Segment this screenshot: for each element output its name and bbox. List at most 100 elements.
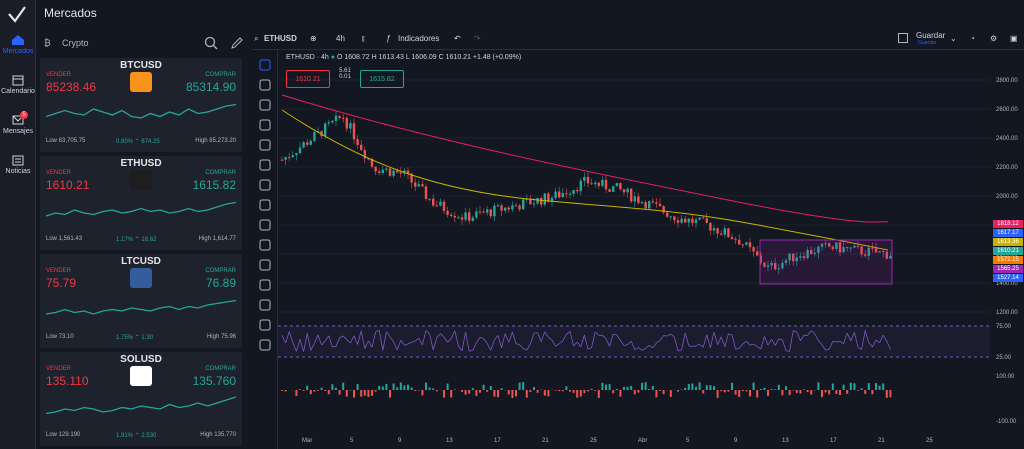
timeframe-selector[interactable]: 4h (336, 34, 345, 43)
y-tick-label: 2000.00 (996, 194, 1018, 200)
macd-histogram-bar (641, 382, 643, 390)
rsi-line (839, 341, 844, 345)
rsi-line (573, 341, 578, 347)
rail-item-label: Noticias (5, 168, 31, 175)
rsi-line (753, 343, 758, 347)
chevron-down-icon[interactable]: ⌄ (950, 34, 957, 43)
candle-body (770, 262, 773, 266)
search-icon[interactable] (204, 36, 218, 50)
sell-price-box[interactable]: 1610.21 (286, 70, 330, 88)
macd-histogram-bar (471, 388, 474, 390)
rail-item-mercados[interactable]: Mercados (0, 34, 36, 55)
category-label[interactable]: Crypto (62, 38, 89, 48)
candle-body (601, 179, 604, 186)
alert-icon[interactable]: ◔ (970, 34, 975, 43)
y-tick-label: 1200.00 (996, 310, 1018, 316)
symbol-selector[interactable]: ETHUSD (264, 34, 297, 43)
market-card-solusd[interactable]: SOLUSD VENDER COMPRAR 135.110 135.760 Lo… (40, 352, 242, 446)
macd-histogram-bar (281, 390, 283, 391)
redo-icon[interactable]: ↷ (474, 34, 481, 43)
pattern-icon[interactable] (258, 118, 272, 132)
chart-legend: ETHUSD · 4h ● O 1608.72 H 1613.43 L 1606… (286, 54, 521, 61)
macd-histogram-bar (407, 384, 409, 390)
layout-checkbox[interactable] (898, 33, 908, 43)
macd-histogram-bar (626, 386, 629, 390)
candle-body (622, 189, 626, 193)
camera-icon[interactable]: ▣ (1010, 34, 1018, 43)
rail-item-mensajes[interactable]: 5 Mensajes (0, 111, 36, 135)
macd-histogram-bar (450, 390, 453, 398)
candle-body (705, 218, 708, 223)
sell-label: VENDER (46, 268, 72, 274)
undo-icon[interactable]: ↶ (454, 34, 461, 43)
magnet-icon[interactable] (258, 258, 272, 272)
macd-histogram-bar (479, 390, 481, 393)
rsi-line (882, 334, 888, 342)
rsi-line (825, 348, 830, 351)
sell-price[interactable]: 135.110 (46, 374, 89, 388)
price-chart[interactable]: 2800.002600.002400.002200.002000.001800.… (278, 50, 1024, 449)
search-icon[interactable]: ⌕ (254, 34, 259, 43)
market-card-btcusd[interactable]: BTCUSD VENDER COMPRAR 85238.46 85314.90 … (40, 58, 242, 152)
market-card-ethusd[interactable]: ETHUSD VENDER COMPRAR 1610.21 1615.82 Lo… (40, 156, 242, 250)
candle-body (500, 205, 503, 211)
lock-icon[interactable] (258, 298, 272, 312)
macd-histogram-bar (623, 386, 625, 390)
macd-histogram-bar (785, 386, 787, 390)
eye-icon[interactable] (258, 318, 272, 332)
macd-histogram-bar (594, 390, 597, 391)
rsi-line (717, 336, 722, 345)
macd-histogram-bar (525, 390, 528, 398)
buy-price[interactable]: 76.89 (205, 276, 236, 290)
lock-draw-icon[interactable] (258, 278, 272, 292)
sell-price[interactable]: 75.79 (46, 276, 77, 290)
text-icon[interactable] (258, 178, 272, 192)
candle-body (576, 190, 579, 192)
fib-icon[interactable] (258, 98, 272, 112)
buy-price[interactable]: 135.760 (192, 374, 236, 388)
trendline-icon[interactable] (258, 78, 272, 92)
macd-histogram-bar (295, 390, 298, 397)
buy-price[interactable]: 85314.90 (185, 80, 236, 94)
macd-histogram-bar (572, 390, 575, 393)
buy-price[interactable]: 1615.82 (192, 178, 236, 192)
rsi-line (828, 341, 834, 350)
macd-histogram-bar (842, 384, 845, 390)
crosshair-icon[interactable] (258, 58, 272, 72)
rsi-line (443, 337, 448, 343)
zoom-icon[interactable] (258, 238, 272, 252)
rail-item-calendario[interactable]: Calendario (0, 74, 36, 95)
edit-pencil-icon[interactable] (230, 36, 244, 50)
rsi-line (472, 342, 477, 351)
candle-body (648, 201, 651, 209)
settings-gear-icon[interactable]: ⚙ (990, 34, 998, 43)
sell-price[interactable]: 1610.21 (46, 178, 90, 192)
lot-input[interactable]: 0.01 (339, 74, 351, 80)
shape-icon[interactable] (258, 158, 272, 172)
ruler-icon[interactable] (258, 218, 272, 232)
rsi-line (400, 339, 405, 346)
rail-item-noticias[interactable]: Noticias (0, 154, 36, 175)
projection-icon[interactable] (258, 138, 272, 152)
market-card-ltcusd[interactable]: LTCUSD VENDER COMPRAR 75.79 76.89 Low 73… (40, 254, 242, 348)
candle-body (306, 142, 309, 145)
candle-body (727, 228, 730, 238)
buy-label: COMPRAR (205, 72, 236, 78)
emoji-icon[interactable] (258, 198, 272, 212)
indicators-button[interactable]: Indicadores (398, 34, 440, 43)
candle-type-icon[interactable]: ⫾ (362, 34, 365, 43)
candle-body (288, 157, 291, 159)
macd-histogram-bar (583, 390, 586, 394)
rsi-line (587, 347, 592, 350)
save-button[interactable]: Guardar (916, 31, 946, 40)
macd-histogram-bar (482, 384, 485, 390)
sell-price[interactable]: 85238.46 (46, 80, 97, 94)
add-symbol-icon[interactable]: ⊕ (310, 34, 317, 43)
buy-price-box[interactable]: 1615.82 (360, 70, 404, 88)
macd-histogram-bar (878, 385, 881, 390)
candle-body (586, 176, 590, 184)
candle-body (612, 186, 615, 192)
indicators-icon[interactable]: ƒ (386, 34, 391, 43)
brand-logo-icon[interactable] (6, 4, 28, 26)
trash-icon[interactable] (258, 338, 272, 352)
